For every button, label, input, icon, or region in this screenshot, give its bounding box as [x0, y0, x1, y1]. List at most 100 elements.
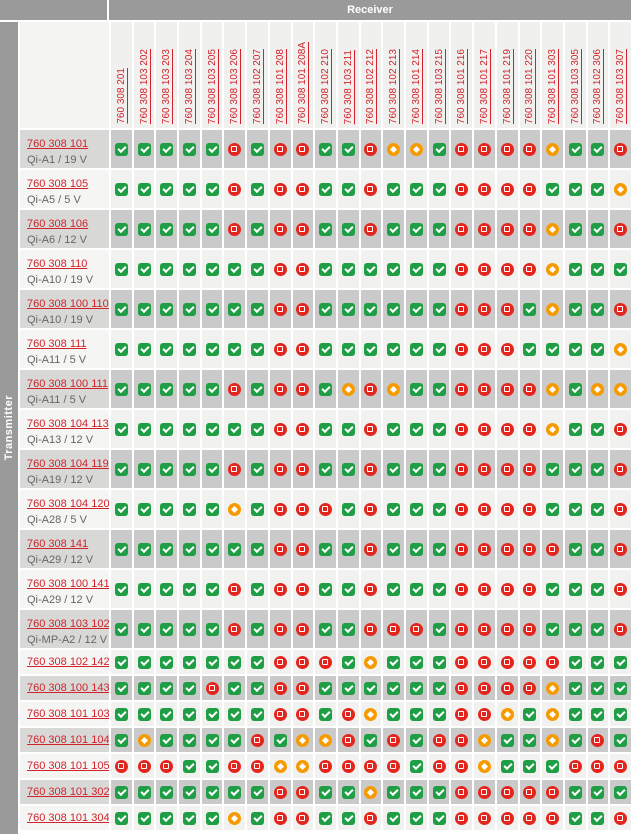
stop-icon [387, 759, 401, 773]
receiver-part-link[interactable]: 760 308 103 202 [138, 48, 150, 124]
transmitter-part-link[interactable]: 760 308 111 [27, 338, 87, 350]
compatibility-cell [337, 170, 359, 208]
transmitter-part-link[interactable]: 760 308 104 120 [27, 498, 109, 510]
compatibility-cell [564, 250, 586, 288]
compatibility-cell [269, 290, 291, 328]
transmitter-part-link[interactable]: 760 308 101 103 [27, 708, 109, 720]
receiver-part-link[interactable]: 760 308 101 303 [547, 48, 559, 124]
stop-icon [228, 622, 242, 636]
transmitter-part-link[interactable]: 760 308 101 [27, 138, 89, 150]
stop-icon [341, 707, 355, 721]
transmitter-row-header: 760 308 101 104 [20, 728, 109, 752]
stop-icon [477, 811, 491, 825]
compatibility-cell [247, 450, 268, 488]
check-icon [568, 655, 582, 669]
transmitter-part-link[interactable]: 760 308 101 302 [27, 786, 109, 798]
compatibility-cell [179, 330, 200, 368]
receiver-part-link[interactable]: 760 308 103 307 [615, 48, 627, 124]
transmitter-part-link[interactable]: 760 308 106 [27, 218, 89, 230]
receiver-part-link[interactable]: 760 308 102 207 [252, 48, 264, 124]
receiver-part-link[interactable]: 760 308 103 305 [569, 48, 581, 124]
compatibility-cell [292, 370, 314, 408]
receiver-part-link[interactable]: 760 308 101 208 [274, 48, 286, 124]
transmitter-part-link[interactable]: 760 308 104 119 [27, 458, 109, 470]
receiver-part-link[interactable]: 760 308 101 214 [410, 48, 422, 124]
receiver-part-link[interactable]: 760 308 103 204 [183, 48, 195, 124]
receiver-part-link[interactable]: 760 308 101 216 [456, 48, 468, 124]
check-icon [114, 302, 128, 316]
transmitter-part-link[interactable]: 760 308 100 111 [27, 378, 108, 390]
receiver-part-link[interactable]: 760 308 103 203 [161, 48, 173, 124]
compatibility-cell [564, 410, 586, 448]
check-icon [251, 342, 265, 356]
compatibility-cell [564, 490, 586, 528]
compatibility-cell [111, 250, 132, 288]
transmitter-part-link[interactable]: 760 308 100 141 [27, 578, 109, 590]
stop-icon [273, 262, 287, 276]
compatibility-cell [451, 330, 473, 368]
check-icon [160, 655, 174, 669]
stop-icon [296, 502, 310, 516]
compatibility-cell [610, 410, 631, 448]
compatibility-cell [451, 450, 473, 488]
check-icon [160, 342, 174, 356]
receiver-part-link[interactable]: 760 308 102 212 [365, 48, 377, 124]
check-icon [591, 811, 605, 825]
stop-icon [500, 182, 514, 196]
check-icon [114, 182, 128, 196]
compatibility-cell [542, 410, 563, 448]
transmitter-row-header: 760 308 110 Qi-A10 / 19 V [20, 250, 109, 288]
transmitter-part-link[interactable]: 760 308 105 [27, 178, 89, 190]
compatibility-cell [292, 250, 314, 288]
stop-icon [364, 382, 378, 396]
receiver-column-header: 760 308 101 214 [406, 22, 427, 128]
transmitter-part-link[interactable]: 760 308 110 [27, 258, 88, 270]
transmitter-part-link[interactable]: 760 308 101 304 [27, 812, 109, 824]
transmitter-part-link[interactable]: 760 308 102 142 [27, 656, 109, 668]
transmitter-part-link[interactable]: 760 308 103 102 [27, 618, 109, 630]
receiver-part-link[interactable]: 760 308 102 210 [320, 48, 332, 124]
stop-icon [364, 582, 378, 596]
receiver-part-link[interactable]: 760 308 201 [115, 68, 127, 124]
receiver-part-link[interactable]: 760 308 101 220 [524, 48, 536, 124]
transmitter-part-link[interactable]: 760 308 101 105 [27, 760, 109, 772]
transmitter-part-link[interactable]: 760 308 100 143 [27, 682, 109, 694]
receiver-part-link[interactable]: 760 308 101 219 [501, 48, 513, 124]
receiver-part-link[interactable]: 760 308 103 211 [342, 49, 354, 124]
receiver-part-link[interactable]: 760 308 101 217 [478, 48, 490, 124]
check-icon [137, 811, 151, 825]
transmitter-part-link[interactable]: 760 308 101 104 [27, 734, 109, 746]
stop-icon [296, 655, 310, 669]
compatibility-cell [542, 370, 563, 408]
receiver-part-link[interactable]: 760 308 103 205 [206, 48, 218, 124]
compatibility-cell [201, 702, 223, 726]
check-icon [205, 542, 219, 556]
warning-icon [546, 222, 560, 236]
receiver-part-link[interactable]: 760 308 103 215 [433, 48, 445, 124]
transmitter-row-header: 760 308 100 143 [20, 676, 109, 700]
compatibility-cell [201, 728, 223, 752]
receiver-part-link[interactable]: 760 308 102 306 [592, 48, 604, 124]
check-icon [205, 182, 219, 196]
transmitter-part-link[interactable]: 760 308 141 [27, 538, 89, 550]
receiver-part-link[interactable]: 760 308 101 208A [297, 42, 309, 124]
check-icon [500, 733, 514, 747]
receiver-part-link[interactable]: 760 308 102 213 [388, 48, 400, 124]
compatibility-cell [451, 210, 473, 248]
check-icon [591, 681, 605, 695]
check-icon [432, 811, 446, 825]
receiver-part-link[interactable]: 760 308 103 206 [229, 48, 241, 124]
compatibility-cell [337, 570, 359, 608]
stop-icon [296, 811, 310, 825]
transmitter-part-type: Qi-A29 / 12 V [27, 554, 94, 566]
check-icon [182, 622, 196, 636]
transmitter-part-link[interactable]: 760 308 100 110 [27, 298, 109, 310]
check-icon [251, 622, 265, 636]
compatibility-cell [542, 490, 563, 528]
transmitter-part-link[interactable]: 760 308 104 113 [27, 418, 109, 430]
check-icon [160, 542, 174, 556]
compatibility-cell [201, 650, 223, 674]
compatibility-cell [315, 754, 336, 778]
check-icon [387, 222, 401, 236]
compatibility-cell [315, 450, 336, 488]
